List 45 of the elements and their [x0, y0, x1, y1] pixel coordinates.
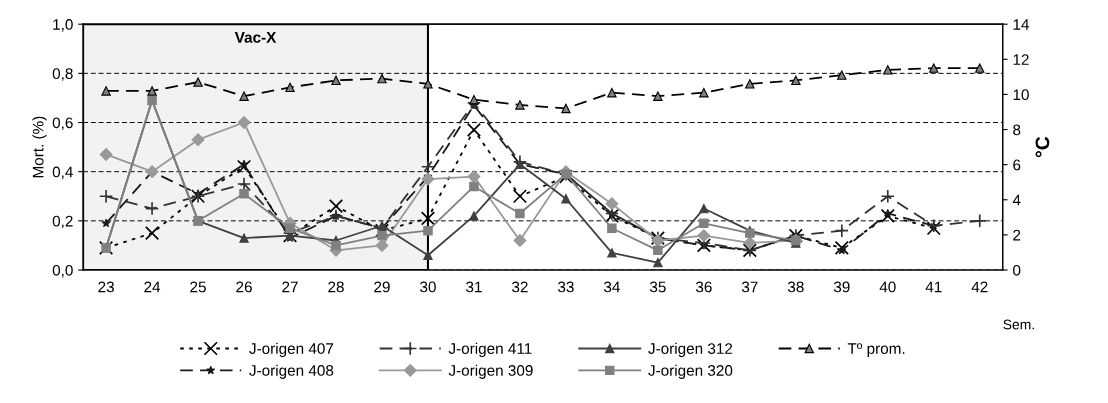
- y-tick-label: 0,8: [52, 68, 73, 81]
- y2-tick-label: 12: [1013, 54, 1029, 65]
- legend-label: J-origen 411: [448, 342, 532, 357]
- y-tick-label: 0,2: [52, 215, 73, 229]
- y2-axis-title: °C: [1035, 136, 1050, 158]
- y2-tick-label: 8: [1013, 124, 1021, 136]
- y2-tick-label: 14: [1013, 19, 1030, 30]
- x-tick-label: 23: [98, 281, 114, 293]
- y2-tick-label: 2: [1013, 229, 1021, 241]
- y-tick-label: 0,6: [52, 117, 73, 130]
- y2-tick-label: 0: [1013, 264, 1021, 276]
- x-tick-label: 27: [282, 281, 298, 293]
- legend-label: J-origen 312: [648, 342, 733, 357]
- x-tick-label: 30: [420, 281, 436, 293]
- x-tick-label: 41: [925, 281, 942, 293]
- x-tick-label: 42: [971, 281, 988, 293]
- y-tick-label: 1,0: [53, 19, 73, 32]
- x-tick-label: 37: [741, 281, 758, 293]
- x-tick-label: 31: [466, 281, 482, 293]
- legend-label: J-origen 407: [249, 342, 334, 357]
- y-tick-label: 0,4: [52, 166, 73, 180]
- x-tick-label: 25: [190, 281, 206, 293]
- y-tick-label: 0,0: [52, 264, 73, 278]
- x-tick-label: 38: [787, 281, 804, 293]
- legend-label: Tº prom.: [847, 343, 905, 357]
- y2-tick-label: 4: [1012, 194, 1021, 206]
- x-tick-label: 33: [558, 281, 574, 293]
- legend-label: J-origen 309: [448, 364, 533, 379]
- x-tick-label: 40: [879, 281, 896, 293]
- x-tick-label: 34: [603, 281, 620, 293]
- x-tick-label: 35: [649, 281, 666, 293]
- y-axis-title: Mort. (%): [32, 116, 47, 178]
- x-tick-label: 26: [236, 281, 252, 293]
- x-tick-label: 28: [328, 281, 344, 293]
- x-tick-label: 36: [695, 281, 712, 293]
- x-tick-label: 29: [374, 281, 390, 293]
- band-label: Vac-X: [234, 32, 277, 43]
- y2-tick-label: 10: [1013, 89, 1029, 101]
- y2-tick-label: 6: [1013, 159, 1021, 171]
- legend-label: J-origen 320: [648, 364, 733, 379]
- legend-label: J-origen 408: [249, 364, 334, 379]
- x-tick-label: 24: [144, 281, 161, 293]
- x-axis-title: Sem.: [1003, 319, 1034, 330]
- x-tick-label: 32: [512, 281, 528, 293]
- x-tick-label: 39: [833, 281, 850, 293]
